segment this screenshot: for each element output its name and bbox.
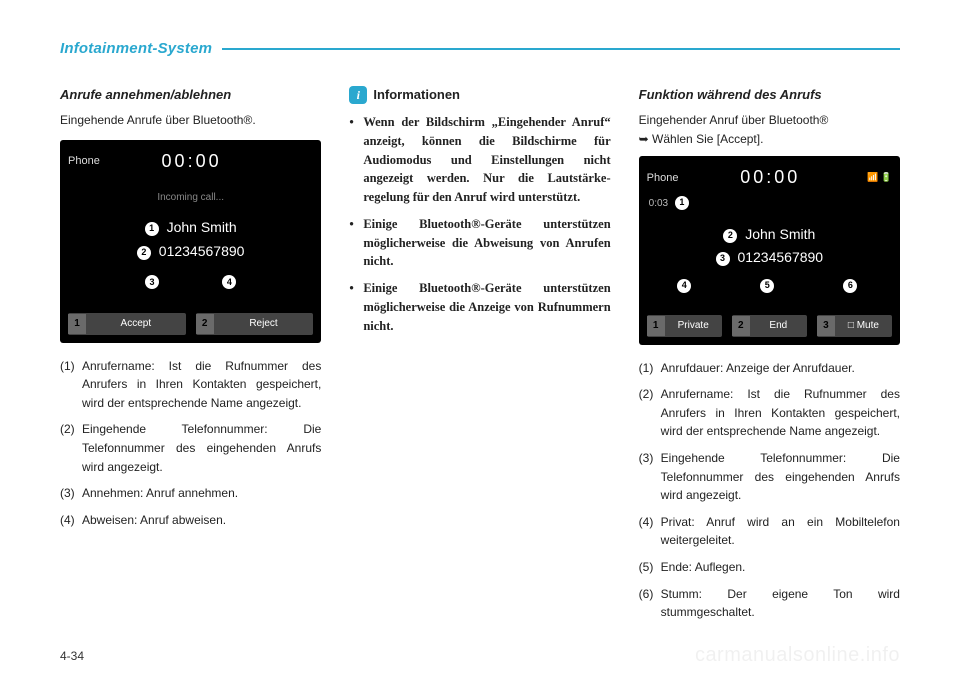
col2-bullet-2: •Einige Bluetooth®-Geräte unterstützen m…: [349, 215, 610, 271]
badge2-1: 1: [675, 196, 689, 210]
screen2-number: 01234567890: [737, 249, 823, 265]
screen1-phone-label: Phone: [68, 153, 100, 170]
badge-1: 1: [145, 222, 159, 236]
screen1-buttons: 1 Accept 2 Reject: [60, 313, 321, 335]
screen2-name: John Smith: [745, 226, 815, 242]
screen2-btn3-label: □ Mute: [835, 315, 892, 337]
screen2-btn1-key: 1: [647, 316, 665, 336]
screen2-center: 2 John Smith 3 01234567890 4 5 6: [639, 218, 900, 307]
screen2-btn2-key: 2: [732, 316, 750, 336]
screen2-end-button[interactable]: 2 End: [732, 315, 807, 337]
col3-item-3: (3)Eingehende Telefonnummer: Die Telefon…: [639, 449, 900, 505]
screen2-timer-row: 0:03 1: [639, 196, 900, 212]
screen2-phone-label: Phone: [647, 170, 679, 187]
col3-heading: Funktion während des Anrufs: [639, 85, 900, 105]
screen1-accept-button[interactable]: 1 Accept: [68, 313, 186, 335]
badge-3: 3: [145, 275, 159, 289]
screen1-number-row: 2 01234567890: [60, 241, 321, 263]
screen2-topbar: Phone 00:00 📶 🔋: [639, 162, 900, 196]
col2-bullet-1: •Wenn der Bildschirm „Eingehender Anruf“…: [349, 113, 610, 207]
badge2-3: 3: [716, 252, 730, 266]
page-number: 4-34: [60, 649, 84, 663]
info-heading-row: i Informationen: [349, 85, 610, 105]
screen1-number: 01234567890: [159, 243, 245, 259]
screen1-topbar: Phone 00:00: [60, 146, 321, 180]
screen2-number-row: 3 01234567890: [639, 247, 900, 269]
col2-bullet-3: •Einige Bluetooth®-Geräte unterstützen m…: [349, 279, 610, 335]
col1-intro: Eingehende Anrufe über Bluetooth®.: [60, 111, 321, 130]
badge-4: 4: [222, 275, 236, 289]
screen2-mute-button[interactable]: 3 □ Mute: [817, 315, 892, 337]
screen-incall: Phone 00:00 📶 🔋 0:03 1 2 John Smith 3 01…: [639, 156, 900, 344]
badge2-6: 6: [843, 279, 857, 293]
screen2-status: 📶 🔋: [862, 171, 892, 185]
badge2-5: 5: [760, 279, 774, 293]
info-icon: i: [349, 86, 367, 104]
screen2-private-button[interactable]: 1 Private: [647, 315, 722, 337]
screen1-btnbadge-row: 3 4: [60, 273, 321, 292]
screen1-btn1-label: Accept: [86, 313, 186, 335]
screen1-name-row: 1 John Smith: [60, 217, 321, 239]
screen1-clock: 00:00: [162, 148, 222, 176]
col3-item-1: (1)Anrufdauer: Anzeige der Anrufdauer.: [639, 359, 900, 378]
column-1: Anrufe annehmen/ablehnen Eingehende Anru…: [60, 85, 321, 630]
col3-item-2: (2)Anrufername: Ist die Rufnummer des An…: [639, 385, 900, 441]
page-header: Infotainment-System: [60, 40, 900, 57]
screen2-btnbadge-row: 4 5 6: [639, 279, 900, 293]
screen2-clock: 00:00: [740, 164, 800, 192]
screen1-incoming-label: Incoming call...: [60, 190, 321, 206]
columns: Anrufe annehmen/ablehnen Eingehende Anru…: [60, 85, 900, 630]
badge2-2: 2: [723, 229, 737, 243]
screen1-center: Incoming call... 1 John Smith 2 01234567…: [60, 180, 321, 305]
col3-item-5: (5)Ende: Auflegen.: [639, 558, 900, 577]
col3-item-6: (6)Stumm: Der eigene Ton wird stummgesch…: [639, 585, 900, 622]
col1-heading: Anrufe annehmen/ablehnen: [60, 85, 321, 105]
col1-item-4: (4)Abweisen: Anruf abweisen.: [60, 511, 321, 530]
col3-item-4: (4)Privat: Anruf wird an ein Mobiltelefo…: [639, 513, 900, 550]
column-3: Funktion während des Anrufs Eingehender …: [639, 85, 900, 630]
col3-intro-b: ➥ Wählen Sie [Accept].: [639, 130, 900, 149]
screen2-btn1-label: Private: [665, 315, 722, 337]
screen2-timer: 0:03: [649, 198, 668, 209]
screen1-btn2-key: 2: [196, 314, 214, 334]
screen2-btn3-key: 3: [817, 316, 835, 336]
screen2-btn2-label: End: [750, 315, 807, 337]
column-2: i Informationen •Wenn der Bildschirm „Ei…: [349, 85, 610, 630]
col3-intro-a: Eingehender Anruf über Bluetooth®: [639, 111, 900, 130]
screen2-name-row: 2 John Smith: [639, 224, 900, 246]
header-title: Infotainment-System: [60, 40, 212, 57]
screen2-buttons: 1 Private 2 End 3 □ Mute: [639, 315, 900, 337]
col1-item-3: (3)Annehmen: Anruf annehmen.: [60, 484, 321, 503]
screen1-btn2-label: Reject: [214, 313, 314, 335]
screen1-name: John Smith: [167, 219, 237, 235]
screen1-reject-button[interactable]: 2 Reject: [196, 313, 314, 335]
col1-item-1: (1)Anrufername: Ist die Rufnummer des An…: [60, 357, 321, 413]
screen1-btn1-key: 1: [68, 314, 86, 334]
col2-heading: Informationen: [373, 85, 460, 105]
header-rule: [222, 48, 900, 50]
badge2-4: 4: [677, 279, 691, 293]
page: Infotainment-System Anrufe annehmen/able…: [0, 0, 960, 689]
badge-2: 2: [137, 246, 151, 260]
screen-incoming: Phone 00:00 Incoming call... 1 John Smit…: [60, 140, 321, 343]
col1-item-2: (2)Eingehende Telefonnummer: Die Telefon…: [60, 420, 321, 476]
watermark: carmanualsonline.info: [695, 644, 900, 667]
